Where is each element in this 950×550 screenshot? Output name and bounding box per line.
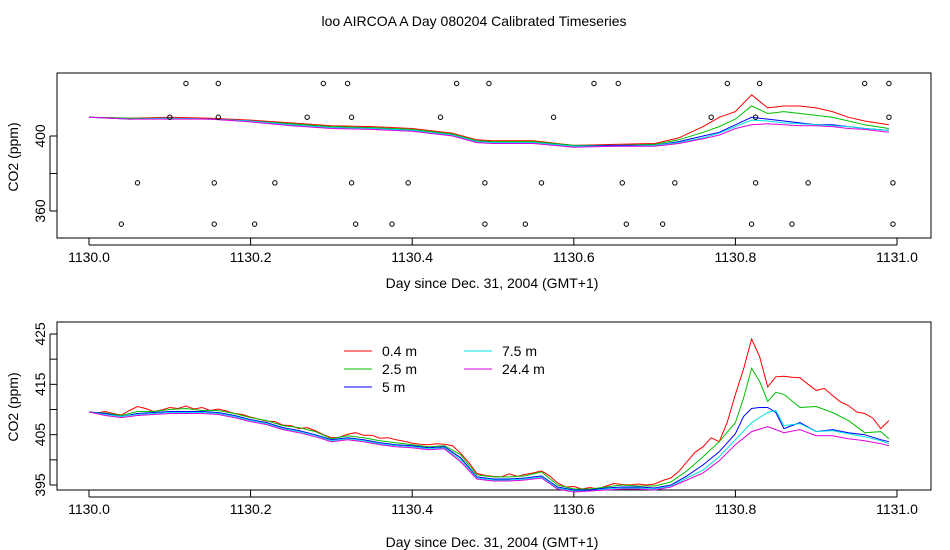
p1-point-5 <box>486 80 492 87</box>
p1-point-0 <box>183 80 189 87</box>
p1-point-21 <box>134 180 141 186</box>
top-plot-frame <box>56 72 932 239</box>
p1-point-17 <box>550 114 557 120</box>
legend-label-2-5-m: 2.5 m <box>382 361 417 377</box>
p1-point-27 <box>538 180 545 186</box>
p1-point-23 <box>272 180 278 186</box>
p1-point-33 <box>118 221 125 227</box>
p1-y-tick-label-0: 360 <box>32 199 48 223</box>
p1-y-tick-label-2: 400 <box>32 124 48 148</box>
p1-point-28 <box>619 180 625 186</box>
legend-label-5-m: 5 m <box>382 379 405 395</box>
top-y-axis-label: CO2 (ppm) <box>5 122 21 191</box>
top-x-axis-label: Day since Dec. 31, 2004 (GMT+1) <box>386 275 599 291</box>
p2-x-tick-label-2: 1130.4 <box>391 501 433 517</box>
p1-x-tick-label-2: 1130.4 <box>391 249 433 265</box>
p1-point-26 <box>482 180 488 186</box>
bottom-x-axis-label: Day since Dec. 31, 2004 (GMT+1) <box>386 534 599 550</box>
p1-point-37 <box>389 221 395 227</box>
p1-point-1 <box>215 80 221 87</box>
p1-point-10 <box>861 80 868 87</box>
p1-series-0-4-m <box>88 94 889 146</box>
p1-point-12 <box>167 114 173 120</box>
bottom-x-axis: 1130.0 1130.2 1130.4 1130.6 1130.8 1131.0 <box>68 490 918 517</box>
figure-title: loo AIRCOA A Day 080204 Calibrated Times… <box>321 13 626 29</box>
p1-x-tick-label-0: 1130.0 <box>68 249 110 265</box>
p1-x-tick-label-5: 1131.0 <box>876 249 918 265</box>
top-chart: 1130.0 1130.2 1130.4 1130.6 1130.8 1131.0 360… <box>5 72 932 291</box>
p1-point-2 <box>320 80 327 87</box>
p1-point-42 <box>748 221 755 227</box>
p1-point-35 <box>251 221 258 227</box>
top-point-markers <box>118 80 896 227</box>
p2-series-5-m <box>88 407 890 491</box>
p1-point-34 <box>211 221 217 227</box>
p1-series-7-5-m <box>88 116 889 147</box>
p2-x-tick-label-1: 1130.2 <box>230 501 272 517</box>
p1-point-19 <box>752 114 759 120</box>
p1-x-tick-label-3: 1130.6 <box>553 249 595 265</box>
p1-point-9 <box>756 80 763 87</box>
p2-x-tick-label-5: 1131.0 <box>876 501 918 517</box>
legend-label-7-5-m: 7.5 m <box>502 343 537 359</box>
p1-point-20 <box>886 114 892 120</box>
p2-series-24-4-m <box>88 411 890 493</box>
p1-series-2-5-m <box>88 105 889 146</box>
p1-point-6 <box>591 80 597 87</box>
p1-point-29 <box>672 180 678 186</box>
p1-point-13 <box>215 114 221 120</box>
top-x-axis: 1130.0 1130.2 1130.4 1130.6 1130.8 1131.0 <box>68 238 918 265</box>
p1-point-3 <box>344 80 351 87</box>
p1-point-16 <box>437 114 444 120</box>
p2-series-7-5-m <box>88 409 890 492</box>
p2-series-2-5-m <box>88 366 890 490</box>
p1-point-36 <box>352 221 359 227</box>
bottom-y-axis: 395 405 415 425 <box>32 322 57 497</box>
p1-point-25 <box>405 180 411 186</box>
p2-y-tick-label-6: 425 <box>32 322 48 346</box>
p1-point-22 <box>211 180 217 186</box>
legend-label-0-4-m: 0.4 m <box>382 343 417 359</box>
p1-point-7 <box>615 80 621 87</box>
bottom-y-axis-label: CO2 (ppm) <box>5 372 21 441</box>
p1-point-39 <box>522 221 529 227</box>
p2-y-tick-label-4: 415 <box>32 372 48 396</box>
bottom-series-lines <box>88 337 890 493</box>
p1-point-38 <box>482 221 488 227</box>
p1-point-32 <box>890 180 896 186</box>
p1-point-40 <box>623 221 630 227</box>
bottom-plot-frame <box>56 321 932 491</box>
p2-x-tick-label-0: 1130.0 <box>68 501 110 517</box>
p1-point-8 <box>724 80 731 87</box>
p1-point-30 <box>752 180 759 186</box>
p2-x-tick-label-3: 1130.6 <box>553 501 595 517</box>
p1-point-15 <box>348 114 355 120</box>
p1-x-tick-label-4: 1130.8 <box>715 249 757 265</box>
legend: 0.4 m 2.5 m 5 m 7.5 m 24.4 m <box>344 343 545 395</box>
p1-point-44 <box>890 221 896 227</box>
p1-x-tick-label-1: 1130.2 <box>230 249 272 265</box>
p1-point-11 <box>886 80 892 87</box>
p2-y-tick-label-2: 405 <box>32 423 48 447</box>
p1-point-41 <box>659 221 666 227</box>
p1-point-18 <box>708 114 714 120</box>
p1-series-24-4-m <box>88 116 889 148</box>
p1-point-14 <box>304 114 310 120</box>
p1-point-4 <box>453 80 460 87</box>
p1-point-24 <box>348 180 355 186</box>
p2-y-tick-label-0: 395 <box>32 473 48 497</box>
top-series-lines <box>88 94 889 148</box>
legend-label-24-4-m: 24.4 m <box>502 361 545 377</box>
bottom-chart: 1130.0 1130.2 1130.4 1130.6 1130.8 1131.0 395… <box>5 321 932 550</box>
p1-point-31 <box>805 180 811 186</box>
top-y-axis: 360 400 <box>32 124 57 223</box>
p2-x-tick-label-4: 1130.8 <box>715 501 757 517</box>
p1-point-43 <box>789 221 795 227</box>
